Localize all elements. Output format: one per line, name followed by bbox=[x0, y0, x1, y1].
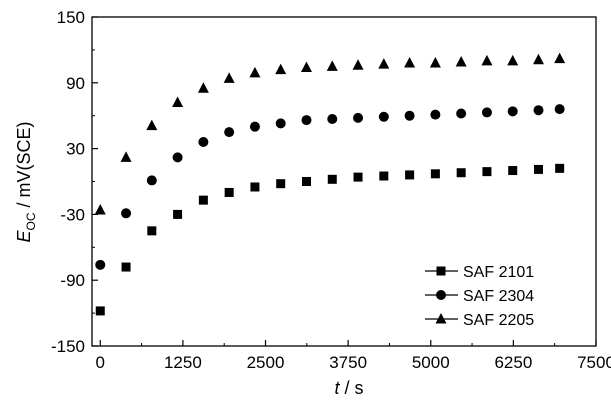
data-point bbox=[173, 209, 183, 219]
x-axis-ticks: 0 1250 2500 3750 5000 6250 7500 bbox=[96, 340, 611, 372]
data-point bbox=[456, 168, 466, 178]
data-point bbox=[198, 137, 209, 148]
legend-item: SAF 2304 bbox=[425, 288, 534, 305]
y-tick-label: 150 bbox=[57, 8, 85, 27]
data-point bbox=[327, 174, 337, 184]
data-point bbox=[404, 57, 416, 68]
x-tick-label: 6250 bbox=[494, 353, 532, 372]
data-point bbox=[120, 151, 132, 162]
data-point bbox=[456, 108, 467, 119]
data-point bbox=[172, 96, 184, 108]
data-point bbox=[533, 164, 543, 174]
data-point bbox=[554, 52, 566, 64]
data-point bbox=[353, 112, 364, 123]
data-point bbox=[481, 107, 492, 118]
legend-label: SAF 2205 bbox=[463, 312, 534, 329]
legend: SAF 2101 SAF 2304 SAF 2205 bbox=[425, 264, 534, 329]
data-point bbox=[121, 208, 132, 219]
data-point bbox=[429, 57, 441, 68]
data-point bbox=[275, 118, 286, 129]
data-point bbox=[507, 106, 518, 117]
legend-label: SAF 2101 bbox=[463, 264, 534, 281]
data-point bbox=[327, 113, 338, 124]
data-point bbox=[554, 104, 565, 115]
legend-marker bbox=[435, 313, 447, 324]
data-point bbox=[147, 226, 157, 236]
legend-marker bbox=[436, 266, 446, 276]
data-point bbox=[507, 54, 519, 66]
series bbox=[94, 52, 566, 215]
data-point bbox=[326, 60, 338, 71]
series bbox=[95, 163, 565, 316]
data-point bbox=[532, 53, 544, 65]
x-tick-label: 7500 bbox=[577, 353, 611, 372]
data-point bbox=[223, 72, 235, 83]
data-point bbox=[146, 119, 158, 131]
data-point bbox=[555, 163, 565, 173]
x-tick-label: 2500 bbox=[247, 353, 285, 372]
data-point bbox=[95, 306, 105, 316]
x-tick-label: 5000 bbox=[412, 353, 450, 372]
data-point bbox=[405, 170, 415, 180]
y-tick-label: 30 bbox=[66, 140, 85, 159]
data-point bbox=[430, 169, 440, 179]
data-point bbox=[94, 204, 106, 215]
legend-item: SAF 2205 bbox=[425, 312, 534, 329]
data-point bbox=[249, 66, 261, 78]
legend-label: SAF 2304 bbox=[463, 288, 534, 305]
data-point bbox=[224, 187, 234, 197]
data-point bbox=[224, 127, 235, 138]
data-point bbox=[430, 109, 441, 120]
x-tick-label: 1250 bbox=[164, 353, 202, 372]
x-axis-title: t / s bbox=[334, 378, 363, 398]
data-point bbox=[378, 58, 390, 69]
y-tick-label: 90 bbox=[66, 74, 85, 93]
data-point bbox=[481, 54, 493, 66]
data-point bbox=[146, 175, 157, 186]
y-tick-label: -150 bbox=[51, 337, 85, 356]
data-point bbox=[482, 167, 492, 177]
data-point bbox=[275, 63, 287, 75]
data-point bbox=[533, 105, 544, 116]
data-point bbox=[121, 262, 131, 272]
data-point bbox=[352, 59, 364, 70]
data-point bbox=[301, 115, 312, 126]
data-point bbox=[508, 166, 518, 176]
data-point bbox=[276, 179, 286, 189]
data-point bbox=[249, 121, 260, 132]
legend-marker bbox=[436, 290, 446, 300]
data-point bbox=[353, 172, 363, 182]
legend-item: SAF 2101 bbox=[425, 264, 534, 281]
data-point bbox=[404, 110, 415, 121]
data-point bbox=[172, 152, 183, 163]
y-tick-label: -30 bbox=[60, 205, 85, 224]
x-tick-label: 3750 bbox=[329, 353, 367, 372]
data-point bbox=[95, 259, 106, 270]
data-point bbox=[250, 182, 260, 192]
data-point bbox=[198, 195, 208, 205]
data-point bbox=[197, 82, 209, 93]
series bbox=[95, 104, 565, 270]
data-points bbox=[94, 52, 566, 316]
data-point bbox=[300, 61, 312, 72]
data-point bbox=[379, 171, 389, 181]
y-axis-title: EOC / mV(SCE) bbox=[14, 121, 38, 242]
x-tick-label: 0 bbox=[96, 353, 105, 372]
data-point bbox=[455, 55, 467, 67]
data-point bbox=[301, 177, 311, 186]
y-axis-ticks: -150 -90 -30 30 90 150 bbox=[51, 8, 98, 356]
y-tick-label: -90 bbox=[60, 271, 85, 290]
data-point bbox=[378, 111, 389, 122]
